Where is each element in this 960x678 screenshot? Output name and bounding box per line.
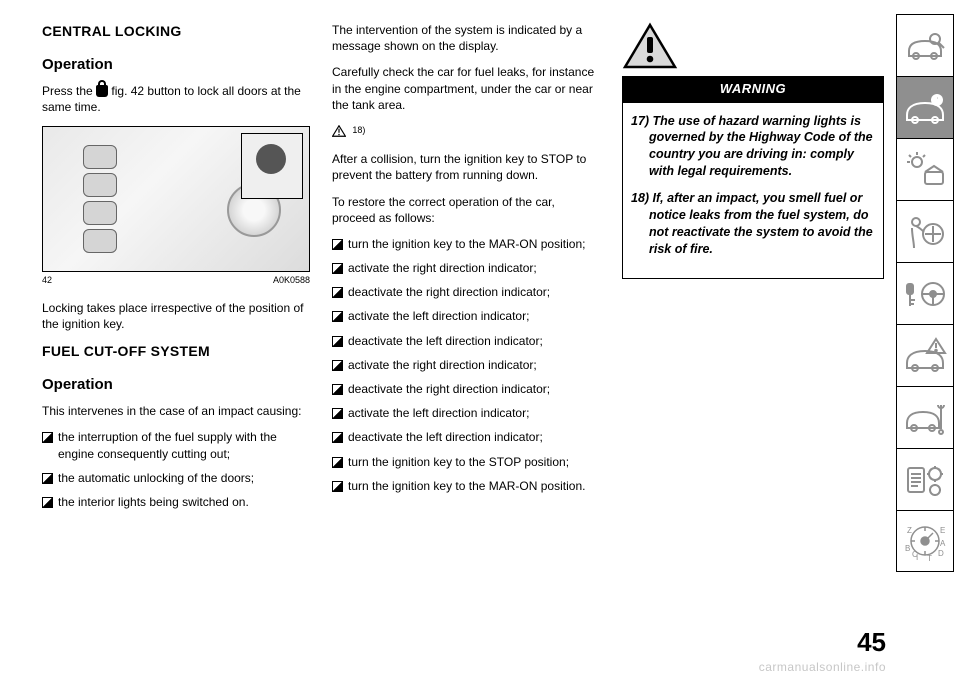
list-item: turn the ignition key to the MAR-ON posi… xyxy=(332,478,600,494)
warning-box: 17) The use of hazard warning lights is … xyxy=(622,102,884,279)
list-item: deactivate the right direction indicator… xyxy=(332,381,600,397)
nav-car-search-icon[interactable] xyxy=(896,14,954,76)
nav-lights-icon[interactable] xyxy=(896,138,954,200)
intervention-msg: The intervention of the system is indica… xyxy=(332,22,600,54)
svg-text:B: B xyxy=(905,544,910,553)
warning-triangle-icon xyxy=(622,22,678,70)
impact-effects-list: the interruption of the fuel supply with… xyxy=(42,429,310,510)
heading-operation-2: Operation xyxy=(42,375,310,395)
ref-18: 18) xyxy=(332,123,600,141)
svg-text:D: D xyxy=(938,549,944,558)
manual-page: CENTRAL LOCKING Operation Press the fig.… xyxy=(0,0,960,518)
column-1: CENTRAL LOCKING Operation Press the fig.… xyxy=(42,22,310,518)
list-item: deactivate the left direction indicator; xyxy=(332,429,600,445)
warning-header: WARNING xyxy=(622,76,884,102)
nav-service-icon[interactable] xyxy=(896,386,954,448)
svg-text:Z: Z xyxy=(907,526,912,535)
warning-17: 17) The use of hazard warning lights is … xyxy=(631,113,875,181)
nav-index-icon[interactable]: Z E B A I C T D xyxy=(896,510,954,572)
nav-specs-icon[interactable] xyxy=(896,448,954,510)
press-lock-text: Press the fig. 42 button to lock all doo… xyxy=(42,83,310,115)
list-item: turn the ignition key to the MAR-ON posi… xyxy=(332,236,600,252)
svg-text:T: T xyxy=(927,554,932,563)
warning-mini-icon xyxy=(332,125,346,141)
list-item: activate the right direction indicator; xyxy=(332,357,600,373)
restore-steps-list: turn the ignition key to the MAR-ON posi… xyxy=(332,236,600,494)
nav-airbag-icon[interactable] xyxy=(896,200,954,262)
nav-car-info-icon[interactable]: i xyxy=(896,76,954,138)
list-item: the automatic unlocking of the doors; xyxy=(42,470,310,486)
svg-text:C: C xyxy=(912,550,918,559)
heading-operation-1: Operation xyxy=(42,55,310,75)
locking-note: Locking takes place irrespective of the … xyxy=(42,300,310,332)
figure-42 xyxy=(42,126,310,272)
watermark: carmanualsonline.info xyxy=(759,660,886,674)
column-3: WARNING 17) The use of hazard warning li… xyxy=(622,22,884,518)
after-collision: After a collision, turn the ignition key… xyxy=(332,151,600,183)
heading-central-locking: CENTRAL LOCKING xyxy=(42,22,310,41)
list-item: the interior lights being switched on. xyxy=(42,494,310,510)
intervenes-text: This intervenes in the case of an impact… xyxy=(42,403,310,419)
list-item: activate the left direction indicator; xyxy=(332,308,600,324)
warning-18: 18) If, after an impact, you smell fuel … xyxy=(631,190,875,258)
list-item: activate the right direction indicator; xyxy=(332,260,600,276)
list-item: turn the ignition key to the STOP positi… xyxy=(332,454,600,470)
heading-fuel-cutoff: FUEL CUT-OFF SYSTEM xyxy=(42,342,310,361)
page-number: 45 xyxy=(857,627,886,658)
list-item: deactivate the left direction indicator; xyxy=(332,333,600,349)
chapter-nav-strip: i xyxy=(896,14,954,572)
list-item: activate the left direction indicator; xyxy=(332,405,600,421)
check-leaks: Carefully check the car for fuel leaks, … xyxy=(332,64,600,113)
restore-intro: To restore the correct operation of the … xyxy=(332,194,600,226)
column-2: The intervention of the system is indica… xyxy=(332,22,600,518)
svg-text:E: E xyxy=(940,526,945,535)
nav-car-warning-icon[interactable] xyxy=(896,324,954,386)
svg-text:A: A xyxy=(940,539,946,548)
list-item: the interruption of the fuel supply with… xyxy=(42,429,310,461)
nav-key-wheel-icon[interactable] xyxy=(896,262,954,324)
figure-caption: 42 A0K0588 xyxy=(42,274,310,286)
lock-icon xyxy=(96,85,108,97)
list-item: deactivate the right direction indicator… xyxy=(332,284,600,300)
